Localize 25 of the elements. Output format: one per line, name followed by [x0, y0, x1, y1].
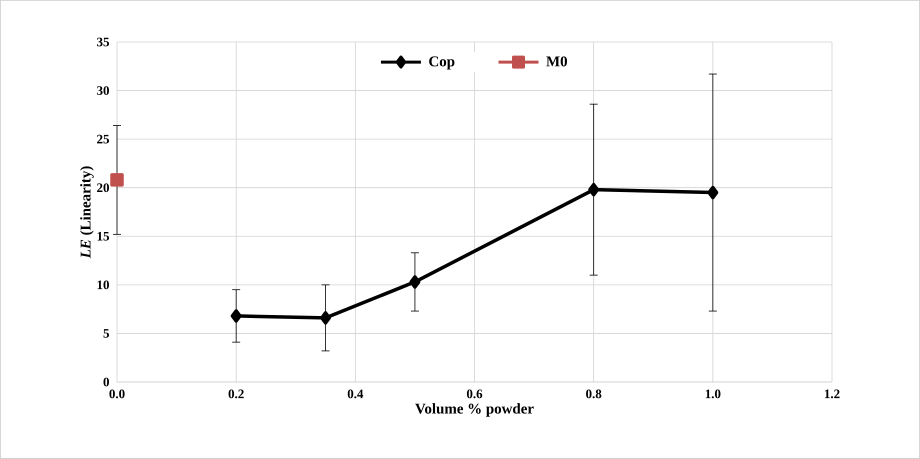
y-tick-label: 30 — [97, 86, 109, 95]
x-tick-label: 1.2 — [824, 390, 840, 398]
x-tick-label: 1.0 — [706, 390, 720, 398]
x-tick-label: 0.2 — [228, 390, 244, 398]
legend-label: M0 — [546, 56, 568, 66]
x-tick-label: 0.0 — [109, 390, 125, 398]
y-tick-label: 20 — [97, 183, 109, 192]
legend-label: Cop — [429, 56, 454, 70]
y-tick-label: 0 — [104, 378, 109, 386]
point — [707, 186, 718, 200]
y-tick-label: 35 — [97, 38, 110, 46]
point — [588, 182, 600, 196]
x-tick-label: 0.4 — [348, 390, 364, 398]
x-tick-label: 0.8 — [586, 390, 602, 398]
y-tick-label: 5 — [104, 329, 110, 338]
x-tick-label: 0.6 — [466, 390, 482, 398]
y-axis-title: LE (Linearity) — [80, 166, 94, 258]
point — [409, 275, 420, 289]
y-tick-label: 15 — [98, 232, 110, 241]
point — [230, 309, 242, 323]
y-tick-label: 10 — [98, 280, 109, 290]
point — [320, 311, 332, 325]
x-axis-title: Volume % powder — [415, 403, 534, 417]
y-tick-label: 25 — [97, 134, 110, 144]
point — [110, 173, 124, 187]
